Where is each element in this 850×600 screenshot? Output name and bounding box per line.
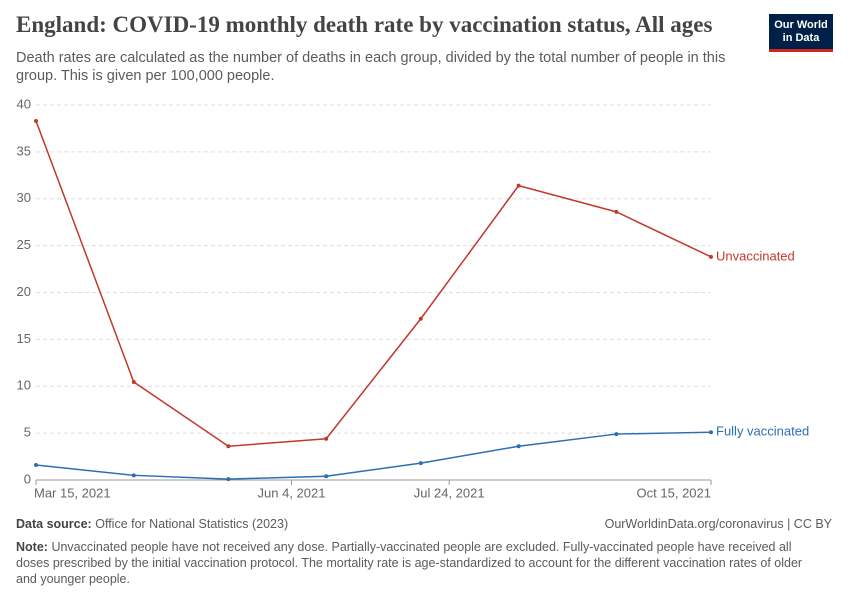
y-tick-label: 35	[17, 143, 31, 158]
logo-text: in Data	[782, 32, 820, 44]
data-point	[709, 430, 713, 435]
x-tick-label: Jun 4, 2021	[258, 485, 326, 500]
note-text: Unvaccinated people have not received an…	[16, 540, 803, 586]
data-point	[324, 436, 329, 441]
y-tick-label: 15	[17, 331, 31, 346]
y-tick-label: 40	[17, 96, 31, 111]
data-point	[614, 432, 619, 437]
data-point	[709, 254, 713, 259]
x-tick-label: Jul 24, 2021	[414, 485, 485, 500]
source: Data source: Office for National Statist…	[16, 517, 288, 531]
source-label: Data source:	[16, 517, 92, 531]
data-point	[34, 463, 38, 467]
data-point	[34, 118, 38, 123]
y-tick-label: 25	[17, 237, 31, 252]
x-tick-label: Oct 15, 2021	[637, 485, 711, 500]
source-url[interactable]: OurWorldinData.org/coronavirus | CC BY	[604, 517, 832, 531]
y-tick-label: 30	[17, 190, 31, 205]
data-point	[516, 444, 521, 449]
data-point	[226, 444, 231, 449]
series-label: Fully vaccinated	[716, 424, 809, 439]
x-tick-label: Mar 15, 2021	[34, 485, 111, 500]
data-point	[131, 473, 136, 478]
note-label: Note:	[16, 540, 48, 554]
data-point	[418, 461, 423, 466]
source-text: Office for National Statistics (2023)	[95, 517, 289, 531]
y-tick-label: 20	[17, 284, 31, 299]
data-point	[516, 183, 521, 188]
logo[interactable]: Our World in Data	[769, 14, 833, 52]
series-line	[35, 120, 712, 448]
data-point	[324, 474, 329, 479]
y-tick-label: 10	[17, 378, 31, 393]
data-point	[131, 380, 136, 385]
series-line	[35, 431, 712, 480]
note: Note: Unvaccinated people have not recei…	[16, 539, 816, 587]
logo-text: Our World	[774, 19, 828, 31]
chart-title: England: COVID-19 monthly death rate by …	[16, 12, 713, 37]
data-point	[614, 209, 619, 214]
data-point	[226, 477, 231, 482]
data-point	[418, 316, 423, 321]
y-tick-label: 5	[24, 425, 31, 440]
series-label: Unvaccinated	[716, 248, 795, 263]
y-tick-label: 0	[24, 471, 31, 486]
chart: 0 5 10 15 20 25 30 35 40 Mar 15, 2021 Jun 4, 2021 J…	[17, 96, 810, 500]
chart-subtitle: Death rates are calculated as the number…	[16, 50, 726, 84]
